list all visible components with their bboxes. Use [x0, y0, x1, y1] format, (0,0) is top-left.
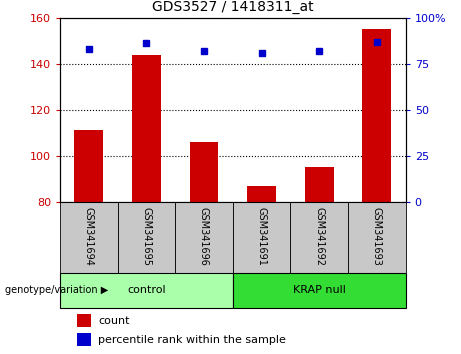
Bar [348, 202, 406, 273]
Text: KRAP null: KRAP null [293, 285, 346, 295]
Bar [233, 202, 290, 273]
Text: count: count [98, 316, 130, 326]
Bar [74, 130, 103, 202]
Bar [305, 167, 334, 202]
Text: GSM341696: GSM341696 [199, 207, 209, 266]
Text: GSM341691: GSM341691 [257, 207, 266, 266]
Text: GSM341693: GSM341693 [372, 207, 382, 266]
Text: GSM341692: GSM341692 [314, 207, 324, 267]
Bar [233, 273, 406, 308]
Text: genotype/variation ▶: genotype/variation ▶ [5, 285, 108, 295]
Text: GSM341694: GSM341694 [84, 207, 94, 266]
Bar [175, 202, 233, 273]
Bar [77, 314, 91, 327]
Bar [60, 273, 233, 308]
Bar [247, 185, 276, 202]
Bar [189, 142, 219, 202]
Bar [60, 202, 118, 273]
Text: percentile rank within the sample: percentile rank within the sample [98, 335, 286, 345]
Title: GDS3527 / 1418311_at: GDS3527 / 1418311_at [152, 0, 313, 14]
Bar [132, 55, 161, 202]
Bar [290, 202, 348, 273]
Text: control: control [127, 285, 165, 295]
Bar [118, 202, 175, 273]
Bar [77, 333, 91, 346]
Text: GSM341695: GSM341695 [142, 207, 151, 267]
Bar [362, 29, 391, 202]
